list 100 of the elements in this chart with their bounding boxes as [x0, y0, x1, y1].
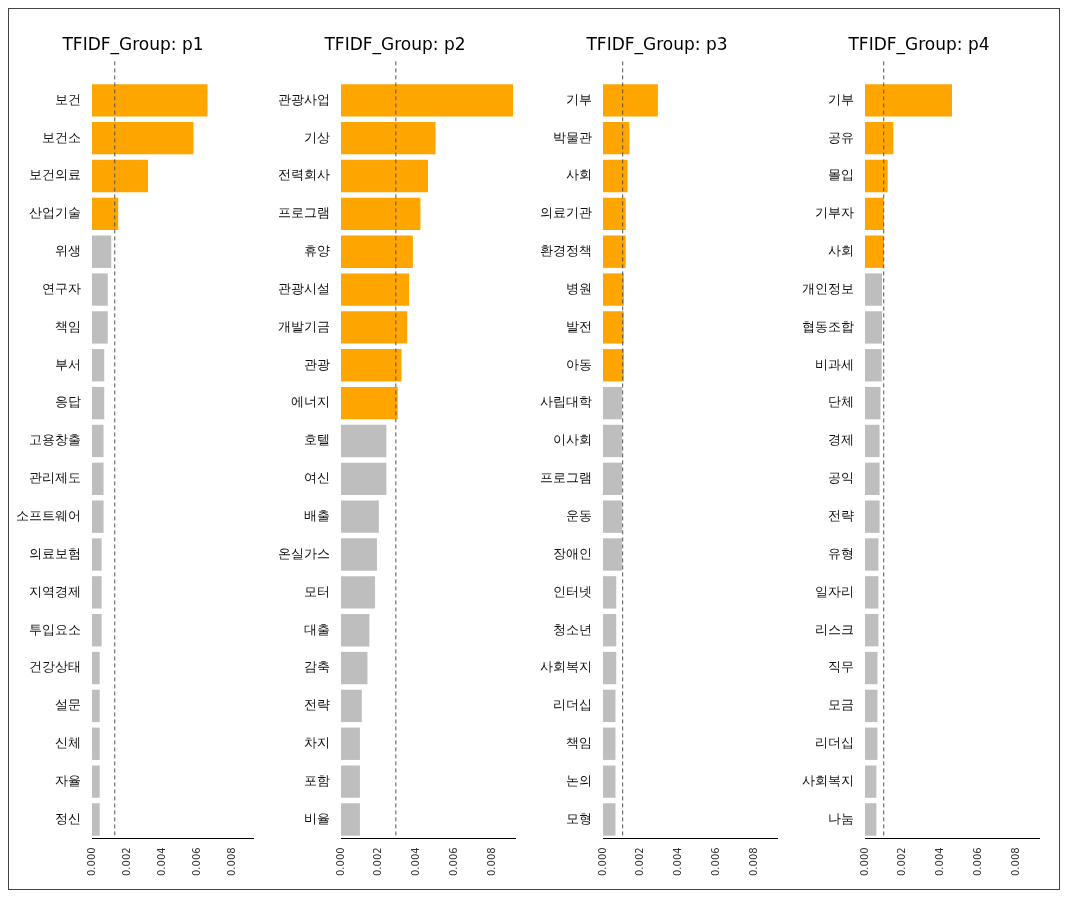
- y-tick-label: 박물관: [553, 129, 592, 145]
- bar: [92, 159, 148, 193]
- bar: [341, 197, 421, 231]
- x-tick-label: 0.004: [155, 847, 167, 877]
- bar: [865, 803, 877, 836]
- y-tick-label: 사회: [828, 243, 854, 259]
- bar: [865, 197, 884, 231]
- y-tick-label: 응답: [55, 394, 81, 410]
- y-tick-label: 전력회사: [278, 167, 330, 183]
- x-tick-label: 0.000: [85, 847, 97, 877]
- y-tick-label: 위생: [55, 243, 81, 259]
- y-tick-label: 보건: [55, 91, 81, 107]
- y-tick-label: 지역경제: [29, 583, 81, 599]
- y-tick-label: 모터: [304, 583, 330, 599]
- x-tick-label: 0.000: [596, 847, 608, 877]
- bar: [92, 235, 112, 268]
- y-tick-label: 정신: [55, 810, 81, 826]
- y-tick-label: 의료보험: [29, 545, 81, 561]
- y-tick-label: 협동조합: [802, 318, 854, 334]
- y-tick-label: 모형: [566, 810, 592, 826]
- y-tick-label: 직무: [828, 659, 854, 675]
- y-tick-label: 사회: [566, 167, 592, 183]
- y-tick-label: 보건소: [42, 129, 81, 145]
- bar: [92, 462, 104, 495]
- bar: [865, 651, 878, 685]
- bar: [865, 500, 880, 533]
- y-tick-label: 설문: [55, 697, 81, 713]
- bar: [92, 424, 104, 458]
- bar: [92, 538, 102, 571]
- y-tick-label: 전략: [304, 697, 330, 713]
- y-tick-label: 건강상태: [29, 659, 81, 675]
- y-tick-label: 공유: [828, 129, 854, 145]
- x-tick-label: 0.002: [372, 847, 384, 877]
- y-tick-label: 경제: [828, 432, 854, 448]
- y-tick-label: 프로그램: [278, 205, 330, 221]
- y-tick-label: 사립대학: [540, 394, 592, 410]
- bar: [865, 462, 880, 495]
- y-tick-label: 관광사업: [278, 91, 330, 107]
- y-tick-label: 기상: [304, 129, 330, 145]
- bar: [603, 84, 658, 117]
- y-tick-label: 사회복지: [802, 772, 854, 788]
- x-tick-label: 0.002: [120, 847, 132, 877]
- bar: [603, 614, 617, 647]
- y-tick-label: 자율: [55, 772, 81, 788]
- y-tick-label: 관리제도: [29, 470, 81, 486]
- x-tick-label: 0.006: [448, 847, 460, 877]
- bar: [865, 235, 884, 268]
- x-tick-label: 0.006: [190, 847, 202, 877]
- y-tick-label: 에너지: [291, 394, 330, 410]
- y-tick-label: 기부: [828, 91, 854, 107]
- x-tick-label: 0.002: [634, 847, 646, 877]
- bar: [865, 311, 883, 344]
- bar: [341, 121, 436, 155]
- bar: [92, 84, 208, 117]
- bar: [865, 614, 879, 647]
- bar: [603, 424, 622, 458]
- bar: [865, 386, 881, 420]
- y-tick-label: 기부자: [815, 205, 854, 221]
- bar: [603, 462, 622, 495]
- y-tick-label: 비과세: [815, 356, 854, 372]
- bar: [341, 689, 362, 723]
- y-tick-label: 나눔: [828, 810, 854, 826]
- bar: [341, 386, 398, 420]
- bar: [603, 159, 628, 193]
- bar: [603, 235, 626, 268]
- y-tick-label: 모금: [828, 697, 854, 713]
- y-tick-label: 리더십: [815, 735, 854, 751]
- y-tick-label: 아동: [566, 356, 592, 372]
- bar: [341, 765, 360, 798]
- bar: [92, 576, 102, 609]
- x-tick-label: 0.008: [485, 847, 497, 877]
- bar: [341, 614, 370, 647]
- y-tick-label: 대출: [304, 621, 330, 637]
- bar: [603, 689, 616, 723]
- bar: [341, 349, 402, 382]
- bar: [865, 727, 878, 760]
- y-tick-label: 차지: [304, 735, 330, 751]
- bar: [92, 651, 100, 685]
- y-tick-label: 개인정보: [802, 280, 854, 296]
- bar: [341, 727, 360, 760]
- x-tick-label: 0.004: [934, 847, 946, 877]
- bar: [92, 197, 119, 231]
- bar: [341, 424, 387, 458]
- y-tick-label: 공익: [828, 470, 854, 486]
- y-tick-label: 전략: [828, 508, 854, 524]
- y-tick-label: 온실가스: [278, 545, 330, 561]
- y-tick-label: 휴양: [304, 243, 330, 259]
- bar: [341, 576, 376, 609]
- bar: [603, 121, 630, 155]
- bar: [865, 689, 878, 723]
- y-tick-label: 리더십: [553, 697, 592, 713]
- bar: [603, 727, 616, 760]
- y-tick-label: 감축: [304, 659, 330, 675]
- bar: [92, 803, 100, 836]
- bar: [341, 273, 410, 306]
- y-tick-label: 투입요소: [29, 621, 81, 637]
- y-tick-label: 의료기관: [540, 205, 592, 221]
- bar: [92, 614, 102, 647]
- bar: [603, 386, 622, 420]
- bar: [865, 538, 879, 571]
